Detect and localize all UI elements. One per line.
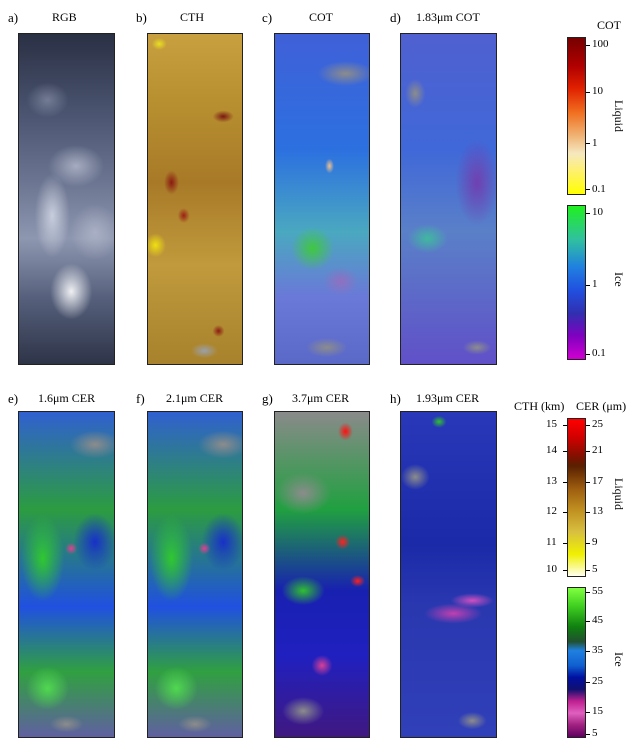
cot-liquid-colorbar bbox=[567, 37, 586, 195]
cth-tick-14: 14 bbox=[546, 444, 557, 456]
cer-liquid-tick-17: 17 bbox=[592, 475, 603, 487]
cot-liquid-label: Liquid bbox=[612, 100, 626, 132]
panel-c-letter: c) bbox=[262, 10, 273, 25]
panel-c-title: COT bbox=[309, 10, 333, 24]
cot-ice-tick-1: 1 bbox=[592, 278, 598, 290]
panel-f-title: 2.1μm CER bbox=[166, 391, 224, 405]
panel-f-letter: f) bbox=[136, 391, 145, 406]
cer-ice-tick-35: 35 bbox=[592, 644, 603, 656]
panel-d-letter: d) bbox=[390, 10, 401, 25]
cer-ice-tick-25: 25 bbox=[592, 675, 603, 687]
cot-ice-tick-10: 10 bbox=[592, 206, 603, 218]
cer-liquid-tick-13: 13 bbox=[592, 505, 603, 517]
cot-liquid-tick-10: 10 bbox=[592, 85, 603, 97]
panel-e-letter: e) bbox=[8, 391, 19, 406]
panel-d-183-cot-image bbox=[400, 33, 497, 365]
cer-liquid-tick-25: 25 bbox=[592, 418, 603, 430]
cot-colorbar-header: COT bbox=[597, 18, 621, 32]
panel-a-title: RGB bbox=[52, 10, 77, 24]
cth-colorbar-header: CTH (km) bbox=[514, 399, 565, 413]
cer-ice-tick-45: 45 bbox=[592, 614, 603, 626]
panel-f-21-cer-image bbox=[147, 411, 243, 738]
panel-h-193-cer-image bbox=[400, 411, 497, 738]
cer-liquid-tick-5: 5 bbox=[592, 563, 598, 575]
panel-h-title: 1.93μm CER bbox=[416, 391, 480, 405]
cot-liquid-tick-100: 100 bbox=[592, 38, 609, 50]
cth-tick-15: 15 bbox=[546, 418, 557, 430]
panel-e-16-cer-image bbox=[18, 411, 115, 738]
panel-b-title: CTH bbox=[180, 10, 204, 24]
cot-ice-label: Ice bbox=[612, 272, 626, 287]
cot-liquid-tick-1: 1 bbox=[592, 137, 598, 149]
cer-ice-tick-5: 5 bbox=[592, 727, 598, 739]
panel-b-cth-image bbox=[147, 33, 243, 365]
cot-ice-colorbar bbox=[567, 205, 586, 360]
cer-liquid-tick-21: 21 bbox=[592, 444, 603, 456]
panel-c-cot-image bbox=[274, 33, 370, 365]
cth-tick-10: 10 bbox=[546, 563, 557, 575]
cer-liquid-label: Liquid bbox=[612, 478, 626, 510]
panel-a-letter: a) bbox=[8, 10, 19, 25]
panel-b-letter: b) bbox=[136, 10, 147, 25]
cer-ice-label: Ice bbox=[612, 652, 626, 667]
panel-d-title: 1.83μm COT bbox=[416, 10, 480, 24]
panel-e-title: 1.6μm CER bbox=[38, 391, 96, 405]
cth-tick-12: 12 bbox=[546, 505, 557, 517]
cer-ice-colorbar bbox=[567, 587, 586, 738]
cer-ice-tick-15: 15 bbox=[592, 705, 603, 717]
cer-liquid-tick-9: 9 bbox=[592, 536, 598, 548]
panel-a-rgb-image bbox=[18, 33, 115, 365]
cot-liquid-tick-0.1: 0.1 bbox=[592, 183, 606, 195]
panel-g-37-cer-image bbox=[274, 411, 370, 738]
cth-tick-13: 13 bbox=[546, 475, 557, 487]
cth-tick-11: 11 bbox=[546, 536, 557, 548]
panel-h-letter: h) bbox=[390, 391, 401, 406]
cer-ice-tick-55: 55 bbox=[592, 585, 603, 597]
cot-ice-tick-0.1: 0.1 bbox=[592, 347, 606, 359]
cer-colorbar-header: CER (μm) bbox=[576, 399, 627, 413]
panel-g-title: 3.7μm CER bbox=[292, 391, 350, 405]
cer-liquid-colorbar bbox=[567, 418, 586, 577]
panel-g-letter: g) bbox=[262, 391, 273, 406]
